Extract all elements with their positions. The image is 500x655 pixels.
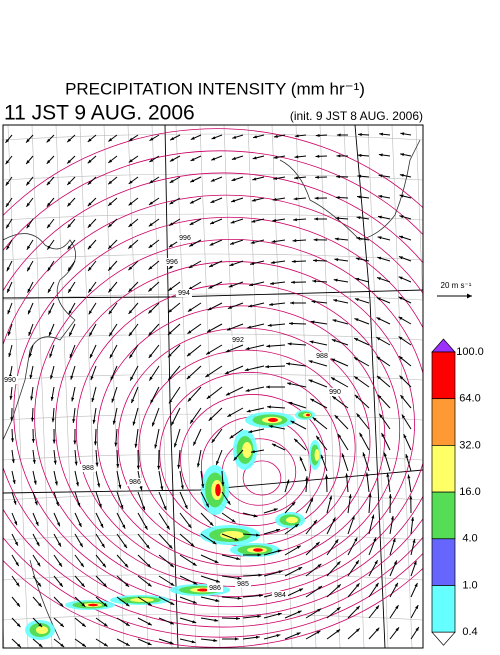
isobar-label: 996 xyxy=(179,235,191,242)
colorbar-cap xyxy=(432,339,455,352)
title: PRECIPITATION INTENSITY (mm hr⁻¹) xyxy=(65,79,365,98)
precip-area xyxy=(306,414,310,417)
precip-area xyxy=(36,626,48,634)
isobar-label: 990 xyxy=(329,389,341,396)
precip-area xyxy=(253,548,263,552)
colorbar-segment xyxy=(432,399,455,446)
isobar-label: 986 xyxy=(209,585,221,592)
precip-area xyxy=(286,517,298,523)
colorbar-segment xyxy=(432,445,455,492)
colorbar-label: 0.4 xyxy=(462,626,477,638)
map-area: 996 996 994 992 990 988 990 988 986 986 985 984 xyxy=(0,125,500,650)
isobar-label: 988 xyxy=(82,465,94,472)
colorbar-label: 100.0 xyxy=(456,346,484,358)
colorbar-label: 4.0 xyxy=(462,533,477,545)
colorbar-label: 1.0 xyxy=(462,579,477,591)
init-time: (init. 9 JST 8 AUG. 2006) xyxy=(290,109,423,123)
colorbar-segment xyxy=(432,539,455,586)
colorbar-label: 32.0 xyxy=(459,439,480,451)
valid-time: 11 JST 9 AUG. 2006 xyxy=(4,102,195,125)
colorbar-segment xyxy=(432,586,455,633)
grid-line xyxy=(464,125,484,648)
colorbar: 100.0 64.0 32.0 16.0 4.0 1.0 0.4 xyxy=(432,339,484,645)
isobar-label: 990 xyxy=(4,377,16,384)
colorbar-segment xyxy=(432,352,455,399)
isobar-label: 994 xyxy=(178,290,190,297)
vector-scale-head xyxy=(467,294,472,299)
isobar-label: 992 xyxy=(232,337,244,344)
precip-area xyxy=(268,418,278,422)
isobar-label: 986 xyxy=(129,479,141,486)
precip-area xyxy=(242,442,252,458)
isobar-label: 996 xyxy=(166,259,178,266)
isobar-label: 988 xyxy=(316,353,328,360)
precip-area xyxy=(215,484,221,497)
colorbar-cap xyxy=(432,632,455,645)
isobar-label: 985 xyxy=(237,581,249,588)
vector-scale-label: 20 m s⁻¹ xyxy=(441,281,472,290)
precip-area xyxy=(315,449,320,461)
isobar-label: 984 xyxy=(274,592,286,599)
precip-area xyxy=(88,604,98,607)
colorbar-label: 64.0 xyxy=(459,393,480,405)
colorbar-label: 16.0 xyxy=(459,486,480,498)
colorbar-segment xyxy=(432,492,455,539)
